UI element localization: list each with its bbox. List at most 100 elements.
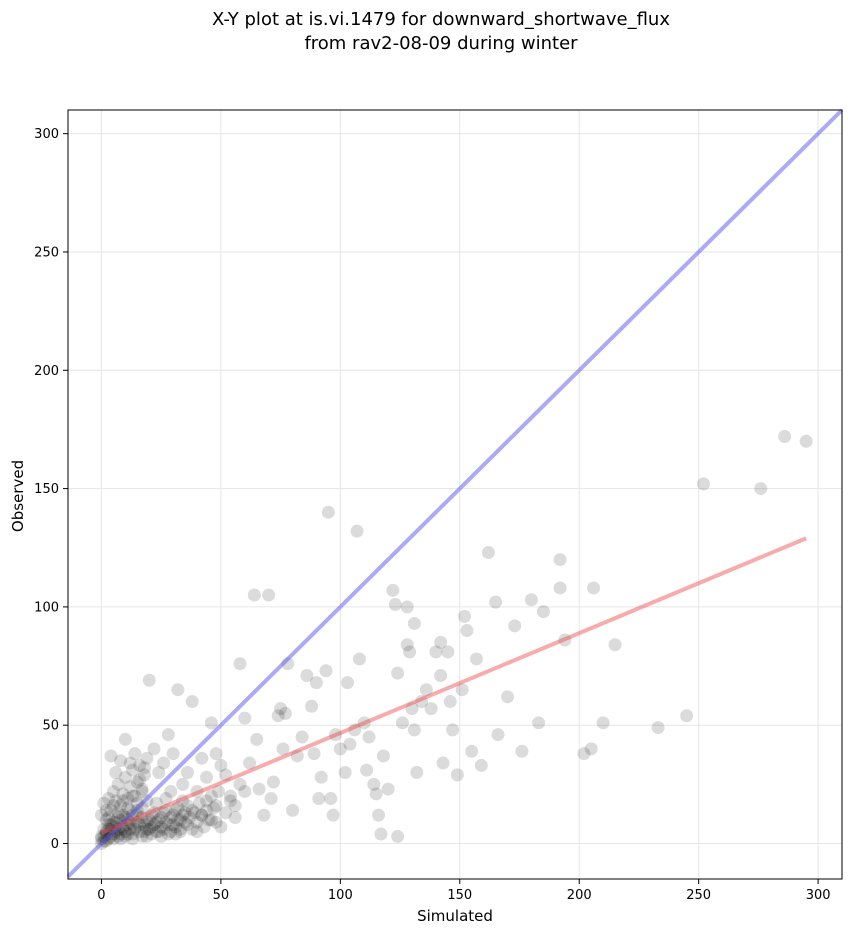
data-point-94 bbox=[171, 683, 185, 697]
data-point-182 bbox=[434, 669, 448, 683]
data-point-160 bbox=[369, 787, 383, 801]
data-point-132 bbox=[276, 742, 290, 756]
data-point-29 bbox=[130, 815, 144, 829]
data-point-159 bbox=[367, 777, 381, 791]
data-point-97 bbox=[185, 695, 199, 709]
data-point-35 bbox=[140, 822, 154, 836]
lines-layer bbox=[66, 108, 844, 879]
data-point-253 bbox=[180, 799, 194, 813]
data-point-207 bbox=[584, 742, 598, 756]
data-point-68 bbox=[114, 799, 128, 813]
data-point-244 bbox=[159, 815, 173, 829]
data-point-252 bbox=[178, 815, 192, 829]
data-point-248 bbox=[169, 803, 182, 817]
data-point-144 bbox=[319, 664, 333, 678]
data-point-156 bbox=[357, 716, 371, 730]
data-point-259 bbox=[195, 808, 209, 822]
data-point-180 bbox=[429, 645, 443, 659]
data-point-74 bbox=[128, 789, 142, 803]
data-point-142 bbox=[312, 792, 326, 806]
data-point-121 bbox=[238, 711, 252, 725]
data-point-56 bbox=[173, 813, 187, 827]
plot-frame bbox=[67, 109, 843, 880]
data-point-27 bbox=[128, 820, 142, 834]
data-point-257 bbox=[190, 815, 204, 829]
data-point-117 bbox=[228, 799, 242, 813]
data-point-65 bbox=[106, 784, 120, 798]
data-point-170 bbox=[400, 638, 414, 652]
data-point-269 bbox=[106, 799, 120, 813]
data-point-123 bbox=[247, 588, 261, 602]
data-point-168 bbox=[391, 829, 405, 843]
data-point-264 bbox=[207, 801, 221, 815]
data-point-203 bbox=[553, 553, 567, 567]
data-point-198 bbox=[508, 619, 522, 633]
data-point-188 bbox=[455, 683, 469, 697]
data-point-15 bbox=[114, 827, 128, 841]
data-point-114 bbox=[214, 758, 228, 772]
data-point-212 bbox=[680, 709, 694, 723]
data-point-181 bbox=[434, 635, 448, 649]
data-point-137 bbox=[295, 730, 309, 744]
data-point-72 bbox=[123, 780, 137, 794]
data-point-209 bbox=[596, 716, 610, 730]
data-point-235 bbox=[137, 825, 151, 839]
data-point-147 bbox=[326, 808, 340, 822]
x-tick-label-2: 100 bbox=[328, 888, 353, 903]
y-tick-label-3: 150 bbox=[34, 482, 59, 497]
data-point-127 bbox=[262, 588, 276, 602]
data-point-110 bbox=[228, 810, 242, 824]
data-point-201 bbox=[532, 716, 546, 730]
data-point-60 bbox=[94, 808, 108, 822]
data-point-133 bbox=[278, 706, 292, 720]
data-point-195 bbox=[489, 595, 503, 609]
data-point-45 bbox=[157, 822, 171, 836]
data-point-206 bbox=[577, 747, 591, 761]
data-point-238 bbox=[145, 808, 159, 822]
data-point-53 bbox=[169, 820, 182, 834]
data-point-77 bbox=[135, 782, 149, 796]
data-point-150 bbox=[338, 766, 352, 780]
data-point-161 bbox=[372, 808, 386, 822]
data-point-92 bbox=[161, 728, 175, 742]
data-point-213 bbox=[696, 477, 710, 491]
data-point-210 bbox=[608, 638, 622, 652]
data-point-176 bbox=[410, 766, 424, 780]
data-point-205 bbox=[558, 633, 572, 647]
data-point-64 bbox=[104, 803, 118, 817]
ticks-layer: 0 50 100 150 200 250 300 0 50 100 150 200 250 300 bbox=[34, 127, 830, 903]
data-point-268 bbox=[102, 810, 116, 824]
data-point-163 bbox=[376, 749, 390, 763]
data-point-112 bbox=[204, 716, 218, 730]
data-point-81 bbox=[109, 766, 123, 780]
data-point-47 bbox=[159, 803, 173, 817]
data-point-58 bbox=[173, 822, 187, 836]
data-point-101 bbox=[185, 803, 199, 817]
x-tick-label-4: 200 bbox=[567, 888, 592, 903]
data-point-73 bbox=[126, 763, 139, 777]
data-point-241 bbox=[152, 813, 166, 827]
data-point-231 bbox=[128, 822, 142, 836]
data-point-249 bbox=[171, 813, 185, 827]
data-point-69 bbox=[116, 787, 130, 801]
data-point-86 bbox=[133, 773, 147, 787]
data-point-50 bbox=[164, 825, 178, 839]
points-layer bbox=[94, 430, 813, 851]
data-point-63 bbox=[102, 792, 116, 806]
data-point-179 bbox=[424, 702, 438, 716]
data-point-275 bbox=[135, 784, 149, 798]
data-point-140 bbox=[307, 747, 321, 761]
chart-title-line-2: from rav2-08-09 during winter bbox=[304, 33, 578, 54]
x-tick-label-1: 50 bbox=[213, 888, 230, 903]
data-point-171 bbox=[400, 600, 414, 614]
data-point-52 bbox=[164, 784, 178, 798]
data-point-236 bbox=[140, 815, 154, 829]
y-axis-label: Observed bbox=[9, 460, 27, 532]
data-point-42 bbox=[152, 825, 166, 839]
data-point-67 bbox=[111, 777, 125, 791]
data-point-218 bbox=[97, 822, 111, 836]
data-point-141 bbox=[309, 676, 323, 690]
data-point-165 bbox=[386, 583, 400, 597]
data-point-131 bbox=[274, 702, 288, 716]
